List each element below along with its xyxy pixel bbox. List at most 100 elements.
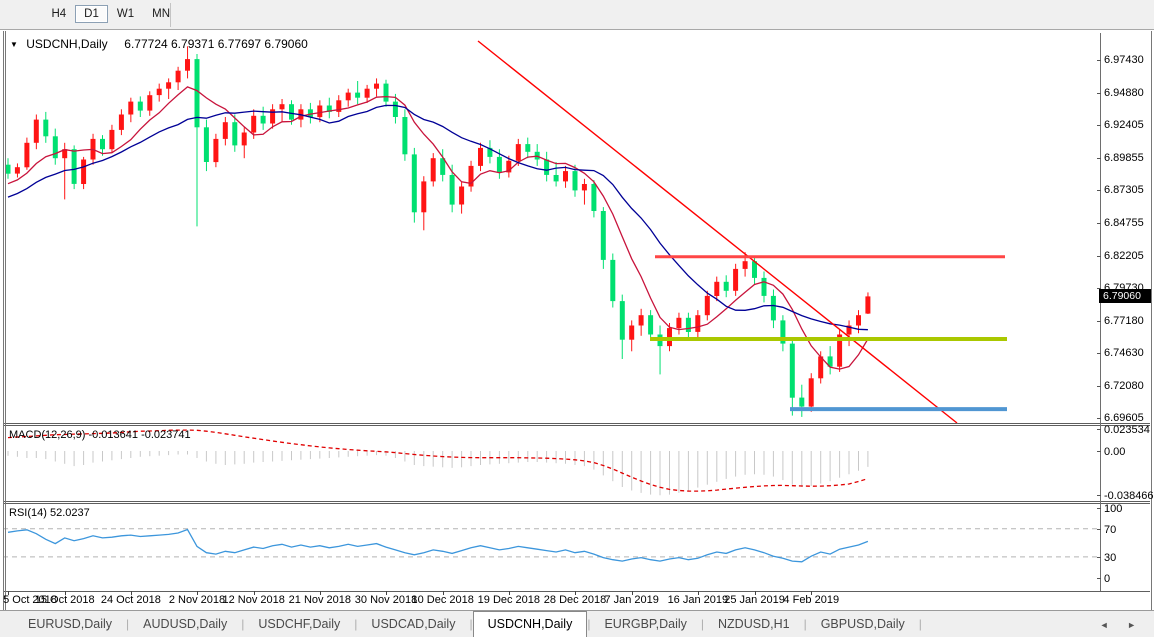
date-label: 10 Dec 2018 — [411, 594, 474, 606]
price-tick-label: 6.97430 — [1104, 54, 1144, 67]
tab-usdcnh-daily[interactable]: USDCNH,Daily — [472, 611, 588, 637]
tab-eurusd-daily[interactable]: EURUSD,Daily — [28, 617, 113, 631]
date-label: 4 Feb 2019 — [783, 594, 840, 606]
macd-tick-mark — [1097, 495, 1101, 496]
date-label: 12 Nov 2018 — [222, 594, 285, 606]
chart-symbol-period: USDCNH,Daily — [26, 37, 108, 51]
chart-tab-bar: EURUSD,Daily | AUDUSD,Daily | USDCHF,Daily | U… — [0, 610, 1154, 637]
tab-separator: | — [241, 617, 245, 631]
tab-nzdusd-h1[interactable]: NZDUSD,H1 — [718, 617, 790, 631]
price-tick-label: 6.69605 — [1104, 412, 1144, 425]
date-tick-mark — [575, 591, 576, 595]
price-tick-label: 6.89855 — [1104, 151, 1144, 164]
price-tick-label: 6.77180 — [1104, 314, 1144, 327]
tab-usdcad-daily[interactable]: USDCAD,Daily — [371, 617, 456, 631]
price-tick-label: 6.79730 — [1104, 281, 1144, 294]
rsi-tick-label: 70 — [1104, 523, 1117, 536]
tab-separator: | — [354, 617, 358, 631]
date-tick-mark — [197, 591, 198, 595]
chart-title: ▼ USDCNH,Daily 6.77724 6.79371 6.77697 6… — [10, 37, 308, 51]
descending-trendline — [477, 40, 958, 424]
price-axis-line — [1100, 33, 1101, 591]
date-tick-mark — [508, 591, 510, 595]
price-tick-mark — [1097, 157, 1101, 159]
date-tick-mark — [631, 591, 633, 595]
tab-scroll-arrows[interactable]: ◄ ► — [1099, 620, 1144, 630]
ma-fast-line — [7, 86, 869, 370]
rsi-tick-label: 30 — [1104, 551, 1117, 564]
chart-ohlc-values: 6.77724 6.79371 6.77697 6.79060 — [124, 37, 308, 51]
panel-separator[interactable] — [3, 423, 1150, 426]
price-tick-mark — [1097, 386, 1101, 388]
tab-gbpusd-daily[interactable]: GBPUSD,Daily — [820, 617, 905, 631]
date-tick-mark — [319, 591, 321, 595]
tab-separator: | — [700, 617, 705, 631]
date-label: 5 Oct 2018 — [3, 594, 57, 606]
date-tick-mark — [253, 591, 255, 595]
timeframe-toolbar: H4 D1 W1 MN — [0, 0, 1154, 30]
date-label: 15 Oct 2018 — [34, 594, 95, 606]
main-chart-canvas[interactable] — [0, 33, 1100, 424]
price-tick-label: 6.82205 — [1104, 249, 1144, 262]
date-tick-mark — [130, 591, 132, 595]
date-tick-mark — [754, 591, 756, 595]
price-tick-mark — [1097, 320, 1101, 322]
date-label: 16 Jan 2019 — [667, 594, 729, 606]
date-tick-mark — [442, 591, 444, 595]
tab-separator: | — [469, 617, 473, 631]
window-left-border — [3, 31, 4, 610]
macd-tick-label: -0.038466 — [1104, 490, 1154, 502]
tab-audusd-daily[interactable]: AUDUSD,Daily — [143, 617, 228, 631]
macd-indicator-canvas[interactable] — [0, 427, 1100, 502]
price-tick-mark — [1097, 60, 1101, 62]
rsi-tick-mark — [1097, 507, 1101, 509]
price-tick-mark — [1097, 190, 1101, 192]
window-left-border-inner — [5, 31, 6, 610]
price-tick-label: 6.92405 — [1104, 118, 1144, 131]
rsi-indicator-canvas[interactable] — [0, 505, 1100, 591]
macd-tick-label: 0.00 — [1104, 446, 1126, 458]
tab-separator: | — [587, 617, 591, 631]
tab-eurgbp-daily[interactable]: EURGBP,Daily — [604, 617, 687, 631]
rsi-tick-mark — [1097, 578, 1101, 579]
price-tick-label: 6.94880 — [1104, 86, 1144, 99]
price-tick-mark — [1097, 353, 1101, 355]
date-label: 25 Jan 2019 — [724, 594, 785, 606]
price-tick-mark — [1097, 255, 1101, 257]
date-label: 28 Dec 2018 — [543, 594, 607, 606]
toolbar-separator — [170, 3, 171, 27]
tab-separator: | — [918, 617, 922, 631]
macd-tick-label: 0.023534 — [1104, 424, 1150, 436]
price-tick-mark — [1097, 92, 1101, 94]
tab-separator: | — [803, 617, 807, 631]
price-tick-label: 6.72080 — [1104, 380, 1144, 393]
timeframe-button-h4[interactable]: H4 — [51, 8, 67, 20]
chart-collapse-icon[interactable]: ▼ — [10, 40, 18, 49]
panel-separator[interactable] — [3, 501, 1150, 504]
tab-separator: | — [126, 617, 130, 631]
date-label: 30 Nov 2018 — [354, 594, 418, 606]
price-tick-mark — [1097, 124, 1101, 126]
macd-tick-mark — [1097, 451, 1101, 452]
timeframe-button-w1[interactable]: W1 — [116, 8, 135, 20]
price-tick-mark — [1097, 418, 1101, 420]
rsi-tick-mark — [1097, 528, 1101, 530]
macd-label: MACD(12,26,9) -0.013641 -0.023741 — [9, 429, 191, 441]
timeframe-button-d1[interactable]: D1 — [75, 5, 108, 23]
rsi-line — [7, 528, 869, 563]
timeframe-button-mn[interactable]: MN — [152, 8, 170, 20]
tab-usdchf-daily[interactable]: USDCHF,Daily — [258, 617, 341, 631]
date-label: 19 Dec 2018 — [477, 594, 541, 606]
price-tick-label: 6.74630 — [1104, 347, 1144, 360]
date-tick-mark — [386, 591, 387, 595]
current-price-tag: 6.79060 — [1099, 289, 1151, 303]
date-label: 7 Jan 2019 — [604, 594, 659, 606]
price-tick-mark — [1097, 223, 1101, 225]
rsi-tick-mark — [1097, 556, 1101, 558]
date-tick-mark — [697, 591, 699, 595]
price-tick-mark — [1097, 287, 1101, 289]
date-label: 24 Oct 2018 — [100, 594, 161, 606]
rsi-tick-label: 100 — [1104, 502, 1123, 515]
rsi-label: RSI(14) 52.0237 — [9, 507, 90, 519]
